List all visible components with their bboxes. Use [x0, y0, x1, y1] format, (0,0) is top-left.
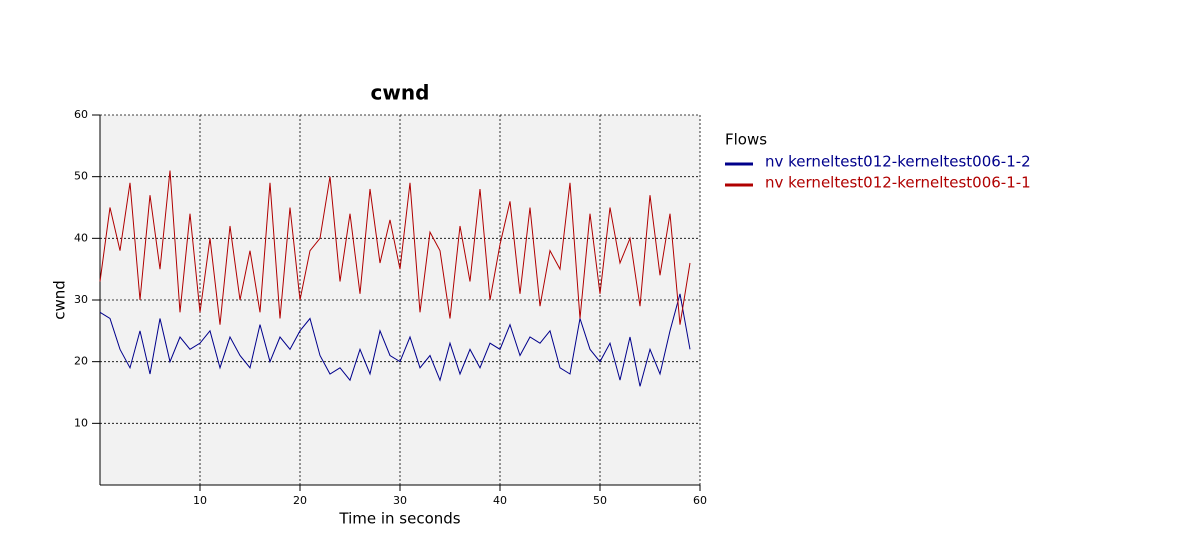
y-tick-label: 50	[74, 170, 88, 183]
legend-label: nv kerneltest012-kerneltest006-1-2	[765, 153, 1031, 171]
chart-title: cwnd	[371, 81, 430, 105]
series-line	[99, 170, 691, 325]
x-tick-label: 60	[693, 494, 707, 507]
x-tick-label: 30	[393, 494, 407, 507]
series-line	[99, 293, 691, 387]
y-tick-label: 20	[74, 355, 88, 368]
x-tick-label: 50	[593, 494, 607, 507]
x-axis-label: Time in seconds	[338, 510, 460, 528]
y-tick-label: 10	[74, 416, 88, 429]
x-tick-label: 10	[193, 494, 207, 507]
x-tick-label: 40	[493, 494, 507, 507]
y-tick-label: 30	[74, 293, 88, 306]
y-tick-label: 40	[74, 231, 88, 244]
legend-title: Flows	[725, 131, 767, 149]
y-tick-label: 60	[74, 108, 88, 121]
y-axis-label: cwnd	[51, 280, 69, 320]
legend-label: nv kerneltest012-kerneltest006-1-1	[765, 174, 1031, 192]
x-tick-label: 20	[293, 494, 307, 507]
